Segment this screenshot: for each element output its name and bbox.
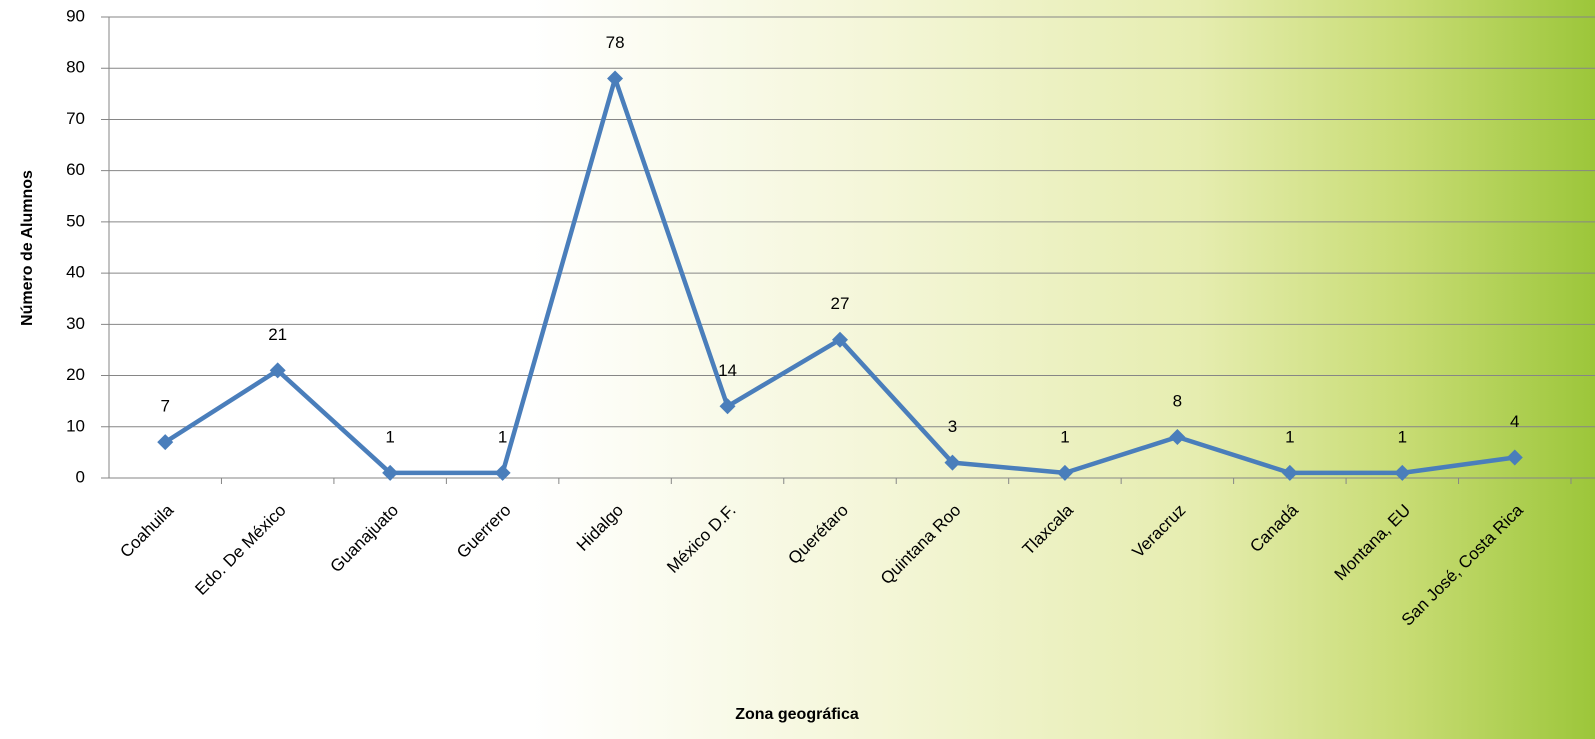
- data-marker: [719, 398, 736, 415]
- data-marker: [607, 70, 624, 87]
- data-marker: [1281, 464, 1298, 481]
- y-tick-label: 20: [66, 365, 85, 384]
- data-label: 1: [1398, 427, 1407, 446]
- y-tick-label: 50: [66, 211, 85, 230]
- data-marker: [382, 464, 399, 481]
- data-label: 78: [606, 33, 625, 52]
- y-tick-label: 90: [66, 6, 85, 25]
- data-label: 3: [948, 417, 957, 436]
- data-marker: [269, 362, 286, 379]
- data-label: 1: [385, 427, 394, 446]
- y-tick-label: 60: [66, 160, 85, 179]
- data-label: 1: [1060, 427, 1069, 446]
- data-marker: [1506, 449, 1523, 466]
- data-marker: [832, 331, 848, 348]
- data-marker: [157, 434, 174, 451]
- data-label: 8: [1173, 392, 1182, 411]
- y-tick-label: 10: [66, 416, 85, 435]
- y-tick-label: 0: [76, 467, 85, 486]
- data-marker: [494, 464, 511, 481]
- data-marker: [944, 454, 961, 471]
- y-axis-title: Número de Alumnos: [19, 170, 36, 326]
- data-label: 27: [831, 294, 850, 313]
- x-axis-title: Zona geográfica: [735, 706, 859, 723]
- data-label: 1: [1285, 427, 1294, 446]
- y-tick-label: 30: [66, 314, 85, 333]
- y-tick-label: 40: [66, 263, 85, 282]
- data-label: 14: [718, 361, 737, 380]
- data-label: 7: [160, 397, 169, 416]
- y-tick-label: 70: [66, 109, 85, 128]
- data-marker: [1169, 429, 1186, 446]
- data-label: 21: [268, 325, 287, 344]
- data-label: 1: [498, 427, 507, 446]
- data-marker: [1056, 464, 1073, 481]
- data-label: 4: [1510, 412, 1519, 431]
- y-tick-label: 80: [66, 58, 85, 77]
- data-marker: [1394, 464, 1411, 481]
